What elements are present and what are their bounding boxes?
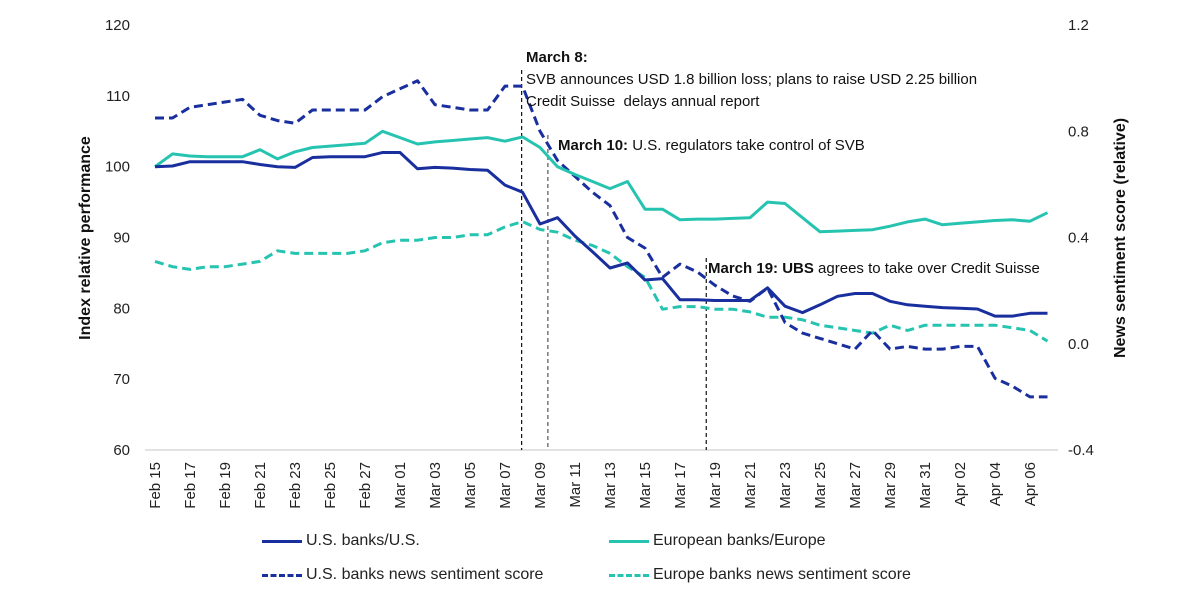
x-tick-label: Mar 11 bbox=[567, 462, 584, 508]
x-tick-label: Mar 17 bbox=[672, 462, 689, 509]
x-tick-label: Mar 29 bbox=[882, 462, 899, 509]
x-tick-label: Mar 09 bbox=[532, 462, 549, 509]
series-lines bbox=[154, 79, 1049, 399]
x-tick-label: Feb 15 bbox=[147, 462, 164, 509]
event-marker-lines bbox=[521, 70, 707, 450]
legend-swatch-dashed-teal bbox=[609, 573, 649, 577]
annotation-march-8-line-1: SVB announces USD 1.8 billion loss; plan… bbox=[526, 71, 977, 88]
x-tick-label: Apr 04 bbox=[987, 462, 1004, 506]
x-tick-label: Feb 17 bbox=[182, 462, 199, 509]
series-line-u-s-banks-news-sentiment-score bbox=[155, 79, 1048, 399]
annotation-march-19-text: agrees to take over Credit Suisse bbox=[818, 260, 1040, 277]
x-tick-label: Apr 02 bbox=[952, 462, 969, 506]
left-y-axis-ticks: 120 110 100 90 80 70 60 bbox=[105, 17, 130, 459]
right-y-tick-label: 0.0 bbox=[1068, 336, 1089, 353]
left-y-tick-label: 120 bbox=[105, 17, 130, 34]
x-tick-label: Feb 25 bbox=[322, 462, 339, 509]
legend-label: U.S. banks/U.S. bbox=[306, 532, 420, 549]
series-line-u-s-banks-u-s bbox=[154, 151, 1048, 318]
left-y-tick-label: 70 bbox=[113, 371, 130, 388]
left-y-tick-label: 100 bbox=[105, 159, 130, 176]
series-line-european-banks-europe bbox=[154, 129, 1049, 234]
x-tick-label: Mar 01 bbox=[392, 462, 409, 509]
annotation-march-10: March 10: U.S. regulators take control o… bbox=[558, 137, 865, 154]
legend-label: U.S. banks news sentiment score bbox=[306, 566, 544, 583]
annotation-march-19-title: March 19: UBS bbox=[708, 260, 814, 277]
annotation-march-8-title: March 8: bbox=[526, 49, 588, 66]
x-tick-label: Mar 15 bbox=[637, 462, 654, 509]
x-tick-label: Mar 03 bbox=[427, 462, 444, 509]
x-tick-label: Feb 23 bbox=[287, 462, 304, 509]
right-y-tick-label: 1.2 bbox=[1068, 17, 1089, 34]
left-y-tick-label: 80 bbox=[113, 300, 130, 317]
annotation-march-10-text: U.S. regulators take control of SVB bbox=[632, 137, 865, 154]
x-tick-label: Mar 23 bbox=[777, 462, 794, 509]
x-tick-label: Mar 27 bbox=[847, 462, 864, 509]
legend-item-europe-sentiment: Europe banks news sentiment score bbox=[609, 566, 911, 584]
left-y-tick-label: 60 bbox=[113, 442, 130, 459]
x-tick-label: Feb 19 bbox=[217, 462, 234, 509]
right-y-tick-label: 0.8 bbox=[1068, 123, 1089, 140]
legend-item-us-sentiment: U.S. banks news sentiment score bbox=[262, 566, 543, 584]
series-line-europe-banks-news-sentiment-score bbox=[154, 220, 1049, 343]
legend-label: European banks/Europe bbox=[653, 532, 826, 549]
legend-swatch-solid-navy bbox=[262, 539, 302, 543]
legend-swatch-dashed-navy bbox=[262, 573, 302, 577]
left-y-tick-label: 110 bbox=[106, 88, 130, 105]
left-y-axis-title: Index relative performance bbox=[77, 136, 94, 340]
x-tick-label: Apr 06 bbox=[1022, 462, 1039, 506]
x-tick-label: Mar 05 bbox=[462, 462, 479, 509]
annotation-march-8-line-2: Credit Suisse delays annual report bbox=[526, 93, 760, 110]
x-tick-label: Mar 13 bbox=[602, 462, 619, 509]
x-tick-label: Feb 21 bbox=[252, 462, 269, 509]
legend-item-us-banks: U.S. banks/U.S. bbox=[262, 532, 420, 550]
x-tick-label: Mar 19 bbox=[707, 462, 724, 509]
x-tick-label: Mar 21 bbox=[742, 462, 759, 509]
x-tick-label: Mar 25 bbox=[812, 462, 829, 509]
x-tick-label: Mar 07 bbox=[497, 462, 514, 509]
legend-item-european-banks: European banks/Europe bbox=[609, 532, 826, 550]
legend-swatch-solid-teal bbox=[609, 539, 649, 543]
right-y-axis-title: News sentiment score (relative) bbox=[1112, 118, 1129, 358]
legend-label: Europe banks news sentiment score bbox=[653, 566, 911, 583]
right-y-tick-label: -0.4 bbox=[1068, 442, 1094, 459]
x-tick-label: Feb 27 bbox=[357, 462, 374, 509]
annotation-march-10-title: March 10: bbox=[558, 137, 628, 154]
right-y-axis-ticks: 1.2 0.8 0.4 0.0 -0.4 bbox=[1068, 17, 1094, 459]
left-y-tick-label: 90 bbox=[113, 230, 130, 247]
x-tick-label: Mar 31 bbox=[917, 462, 934, 509]
annotation-march-19: March 19: UBS agrees to take over Credit… bbox=[708, 260, 1040, 277]
right-y-tick-label: 0.4 bbox=[1068, 230, 1089, 247]
x-axis-ticks: Feb 15 Feb 17 Feb 19 Feb 21 Feb 23 Feb 25 Feb … bbox=[147, 462, 1039, 509]
